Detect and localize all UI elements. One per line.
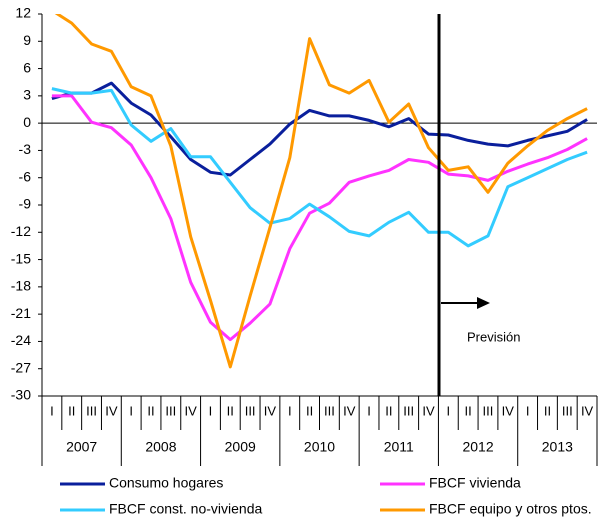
year-label: 2009 <box>225 439 256 455</box>
y-tick-label: 0 <box>23 114 31 130</box>
series-line <box>54 14 588 369</box>
y-tick-label: -3 <box>19 141 32 157</box>
y-tick-label: -9 <box>19 196 32 212</box>
x-tick-label: III <box>245 403 256 418</box>
x-tick-label: II <box>306 403 313 418</box>
y-tick-label: -18 <box>11 278 31 294</box>
year-label: 2011 <box>384 439 414 455</box>
x-tick-label: III <box>562 403 573 418</box>
x-tick-label: II <box>68 403 75 418</box>
x-tick-label: I <box>50 403 54 418</box>
y-tick-label: 6 <box>23 59 31 75</box>
x-tick-label: IV <box>502 403 515 418</box>
x-tick-label: IV <box>264 403 277 418</box>
y-tick-label: -21 <box>11 305 31 321</box>
x-tick-label: I <box>209 403 213 418</box>
series-line <box>51 81 588 177</box>
x-tick-label: II <box>227 403 234 418</box>
year-label: 2010 <box>304 439 335 455</box>
x-tick-label: I <box>129 403 133 418</box>
legend-label: FBCF const. no-vivienda <box>109 501 262 517</box>
y-tick-label: -12 <box>11 223 31 239</box>
y-tick-label: -30 <box>11 387 31 403</box>
x-tick-label: IV <box>105 403 118 418</box>
year-label: 2008 <box>145 439 176 455</box>
x-tick-label: III <box>483 403 494 418</box>
x-tick-label: II <box>385 403 392 418</box>
y-tick-label: 12 <box>15 5 31 21</box>
y-tick-label: -6 <box>19 168 32 184</box>
forecast-label: Previsión <box>467 329 520 344</box>
plot-area <box>51 14 588 369</box>
forecast-box <box>450 318 560 358</box>
x-tick-label: I <box>288 403 292 418</box>
legend-label: FBCF equipo y otros ptos. <box>429 501 592 517</box>
x-tick-label: IV <box>422 403 435 418</box>
x-tick-label: II <box>465 403 472 418</box>
x-tick-label: IV <box>343 403 356 418</box>
year-label: 2007 <box>66 439 97 455</box>
y-tick-label: -27 <box>11 359 31 375</box>
x-tick-label: III <box>86 403 97 418</box>
year-label: 2012 <box>462 439 493 455</box>
x-tick-label: IV <box>581 403 594 418</box>
forecast-arrow-head <box>477 297 490 309</box>
x-tick-label: III <box>324 403 335 418</box>
y-tick-label: -24 <box>11 332 31 348</box>
y-tick-label: 3 <box>23 87 31 103</box>
x-tick-label: I <box>447 403 451 418</box>
series-line <box>51 94 588 342</box>
x-tick-label: II <box>147 403 154 418</box>
x-tick-label: I <box>367 403 371 418</box>
y-tick-label: -15 <box>11 250 31 266</box>
x-tick-label: III <box>403 403 414 418</box>
series-line <box>51 87 588 248</box>
x-tick-label: II <box>544 403 551 418</box>
x-tick-label: IV <box>185 403 198 418</box>
year-label: 2013 <box>542 439 573 455</box>
x-tick-label: I <box>526 403 530 418</box>
legend-label: FBCF vivienda <box>429 475 521 491</box>
legend-label: Consumo hogares <box>109 475 223 491</box>
x-tick-label: III <box>165 403 176 418</box>
y-tick-label: 9 <box>23 32 31 48</box>
